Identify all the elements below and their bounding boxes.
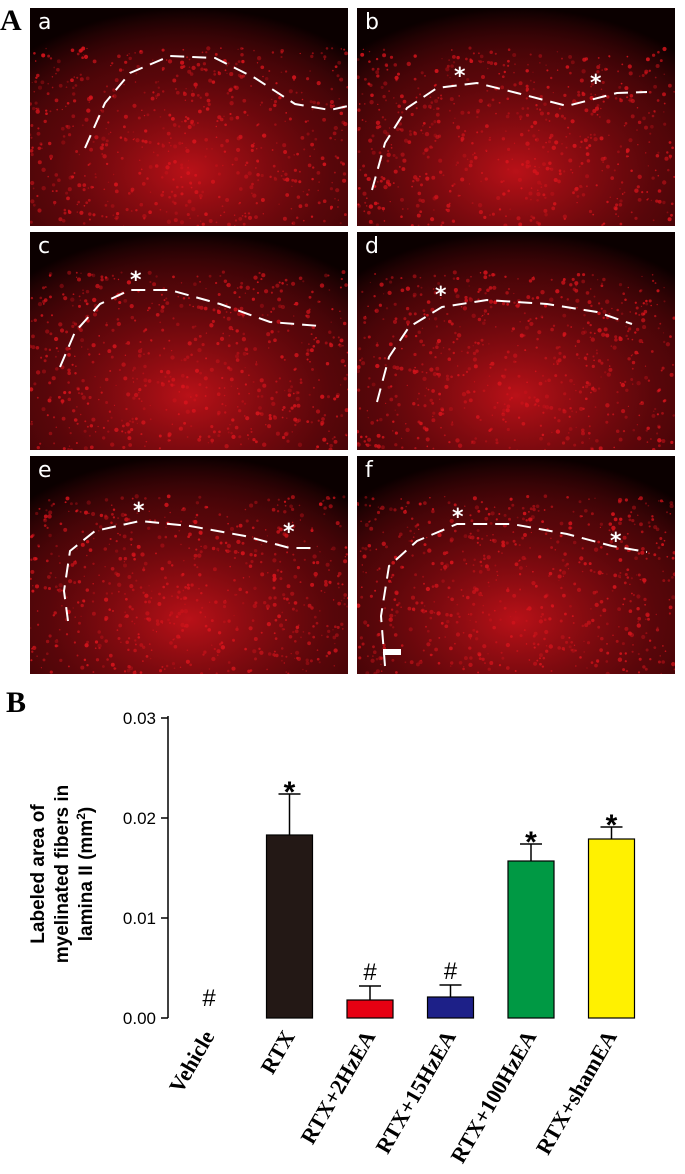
significance-marker: * [525,826,537,859]
category-label: RTX [255,1026,300,1078]
bar-rtx-15hzea [426,996,475,1019]
asterisk-marker: * [283,520,295,545]
micrograph-image [30,8,348,226]
lamina-boundary [62,519,315,622]
micrograph-image: * [357,232,675,450]
y-tick-label: 0.02 [123,809,156,828]
micrograph-letter: a [38,10,52,35]
micrograph-b: * * b [357,8,675,226]
asterisk-marker: * [130,268,142,293]
category-label: RTX+2HzEA [295,1026,380,1148]
tissue-glow [30,232,348,450]
fiber-speckle [357,46,675,226]
significance-marker: * [284,776,296,809]
asterisk-marker: * [454,64,466,89]
asterisk-marker: * [435,283,447,308]
y-tick-label: 0.03 [123,709,156,728]
lamina-boundary [376,298,633,403]
micrograph-a: a [30,8,348,226]
micrograph-f: * * f [357,456,675,674]
panel-b-label: B [6,686,27,719]
bar-rtx-100hzea [507,860,555,1019]
lamina-boundary [59,289,321,368]
scale-bar [383,649,401,655]
bar-rtx-shamea [587,838,636,1019]
micrograph-letter: f [365,458,373,483]
y-tick-label: 0.01 [123,909,156,928]
micrograph-letter: e [38,458,52,483]
micrograph-d: * d [357,232,675,450]
fiber-speckle [357,270,675,450]
lamina-boundary [84,54,348,149]
lamina-boundary [371,81,648,191]
micrograph-image: ** [30,456,348,674]
fiber-speckle [30,270,348,450]
bar-rtx-2hzea [346,999,394,1019]
micrograph-c: * c [30,232,348,450]
fiber-speckle [30,494,348,674]
tissue-glow [30,456,348,674]
asterisk-marker: * [452,505,464,530]
fiber-speckle [30,46,348,226]
y-axis-label: Labeled area of [28,804,49,944]
micrograph-e: * * e [30,456,348,674]
lamina-boundary [379,523,648,667]
tissue-glow [30,8,348,226]
fiber-speckle [357,494,675,674]
asterisk-marker: * [610,529,622,554]
category-label: Vehicle [164,1026,220,1097]
category-label: RTX+100HzEA [445,1026,541,1167]
micrograph-letter: b [365,10,379,35]
y-axis-label: lamina II (mm2) [74,807,97,941]
significance-marker: # [444,958,458,985]
micrograph-image: * [30,232,348,450]
panel-a-label: A [0,4,22,37]
micrograph-letter: d [365,234,379,259]
micrograph-image: ** [357,8,675,226]
category-label: RTX+15HzEA [370,1026,461,1158]
bar-chart: 0.00 0.01 0.02 0.03 Labeled area of myelinate… [28,709,636,1167]
significance-marker: # [202,985,216,1012]
micrograph-letter: c [38,234,51,259]
significance-marker: # [363,959,377,986]
asterisk-marker: * [133,499,145,524]
bar-rtx [265,834,314,1019]
tissue-glow [357,8,675,226]
asterisk-marker: * [590,71,602,96]
significance-marker: * [606,809,618,842]
micrograph-image: ** [357,456,675,674]
tissue-glow [357,232,675,450]
y-axis-label: myelinated fibers in [52,785,73,963]
y-tick-label: 0.00 [123,1009,156,1028]
category-label: RTX+shamEA [531,1026,622,1159]
